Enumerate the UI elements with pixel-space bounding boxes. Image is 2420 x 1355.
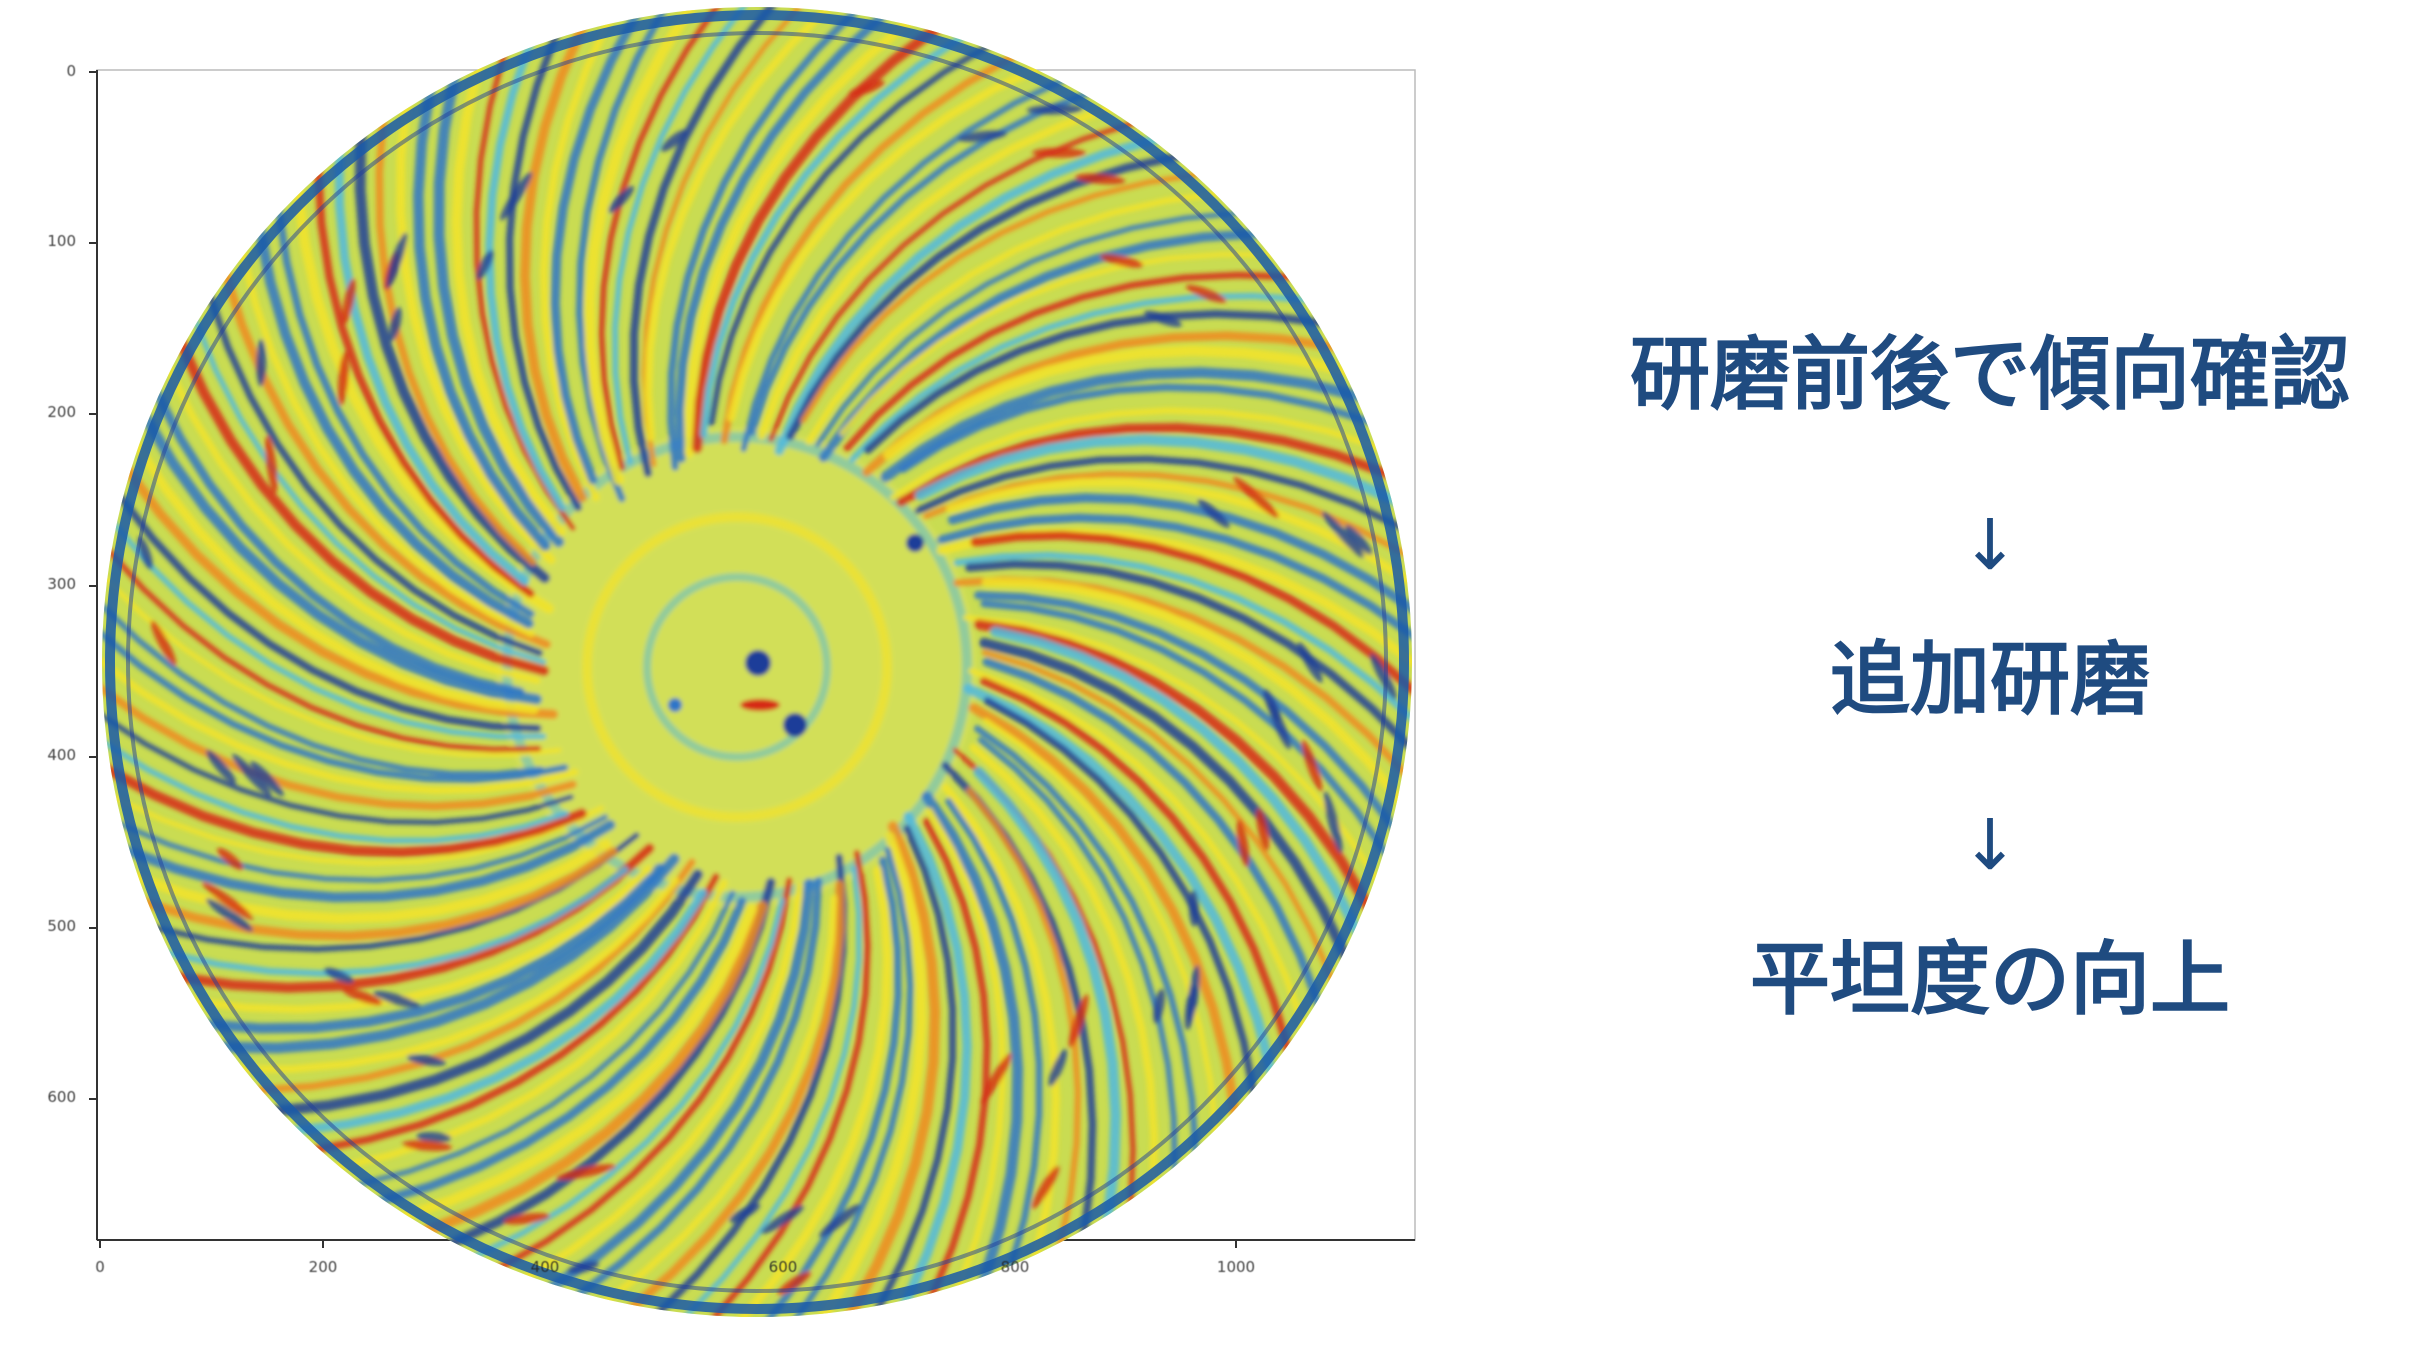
- flatness-heatmap: [89, 7, 1416, 1317]
- surface-map-plot: 0 100 200 300 400 500 600 0 200 400 600 …: [47, 7, 1416, 1317]
- y-tick-label: 100: [47, 232, 76, 250]
- y-tick-label: 500: [47, 917, 76, 935]
- y-tick-label: 300: [47, 575, 76, 593]
- x-tick-label: 1000: [1216, 1258, 1256, 1276]
- process-flow: 研磨前後で傾向確認 ↓ 追加研磨 ↓ 平坦度の向上: [1560, 0, 2420, 1355]
- flow-step-flatness-improved: 平坦度の向上: [1750, 933, 2230, 1026]
- y-tick-label: 0: [66, 62, 76, 80]
- flow-step-additional-polish: 追加研磨: [1830, 633, 2150, 726]
- y-tick-label: 200: [47, 403, 76, 421]
- radial-pattern: [102, 7, 1412, 1317]
- x-tick-label: 800: [1000, 1258, 1030, 1276]
- x-tick-label: 400: [530, 1258, 560, 1276]
- x-tick-label: 600: [768, 1258, 798, 1276]
- wafer-inner-rim: [126, 31, 1388, 1293]
- flow-step-confirm: 研磨前後で傾向確認: [1630, 328, 2350, 421]
- x-tick-label: 200: [308, 1258, 338, 1276]
- y-tick-label: 400: [47, 746, 76, 764]
- down-arrow-icon: ↓: [1960, 804, 2020, 886]
- wafer-rim: [105, 10, 1409, 1314]
- x-tick-label: 0: [95, 1258, 105, 1276]
- down-arrow-icon: ↓: [1960, 504, 2020, 586]
- y-tick-label: 600: [47, 1088, 76, 1106]
